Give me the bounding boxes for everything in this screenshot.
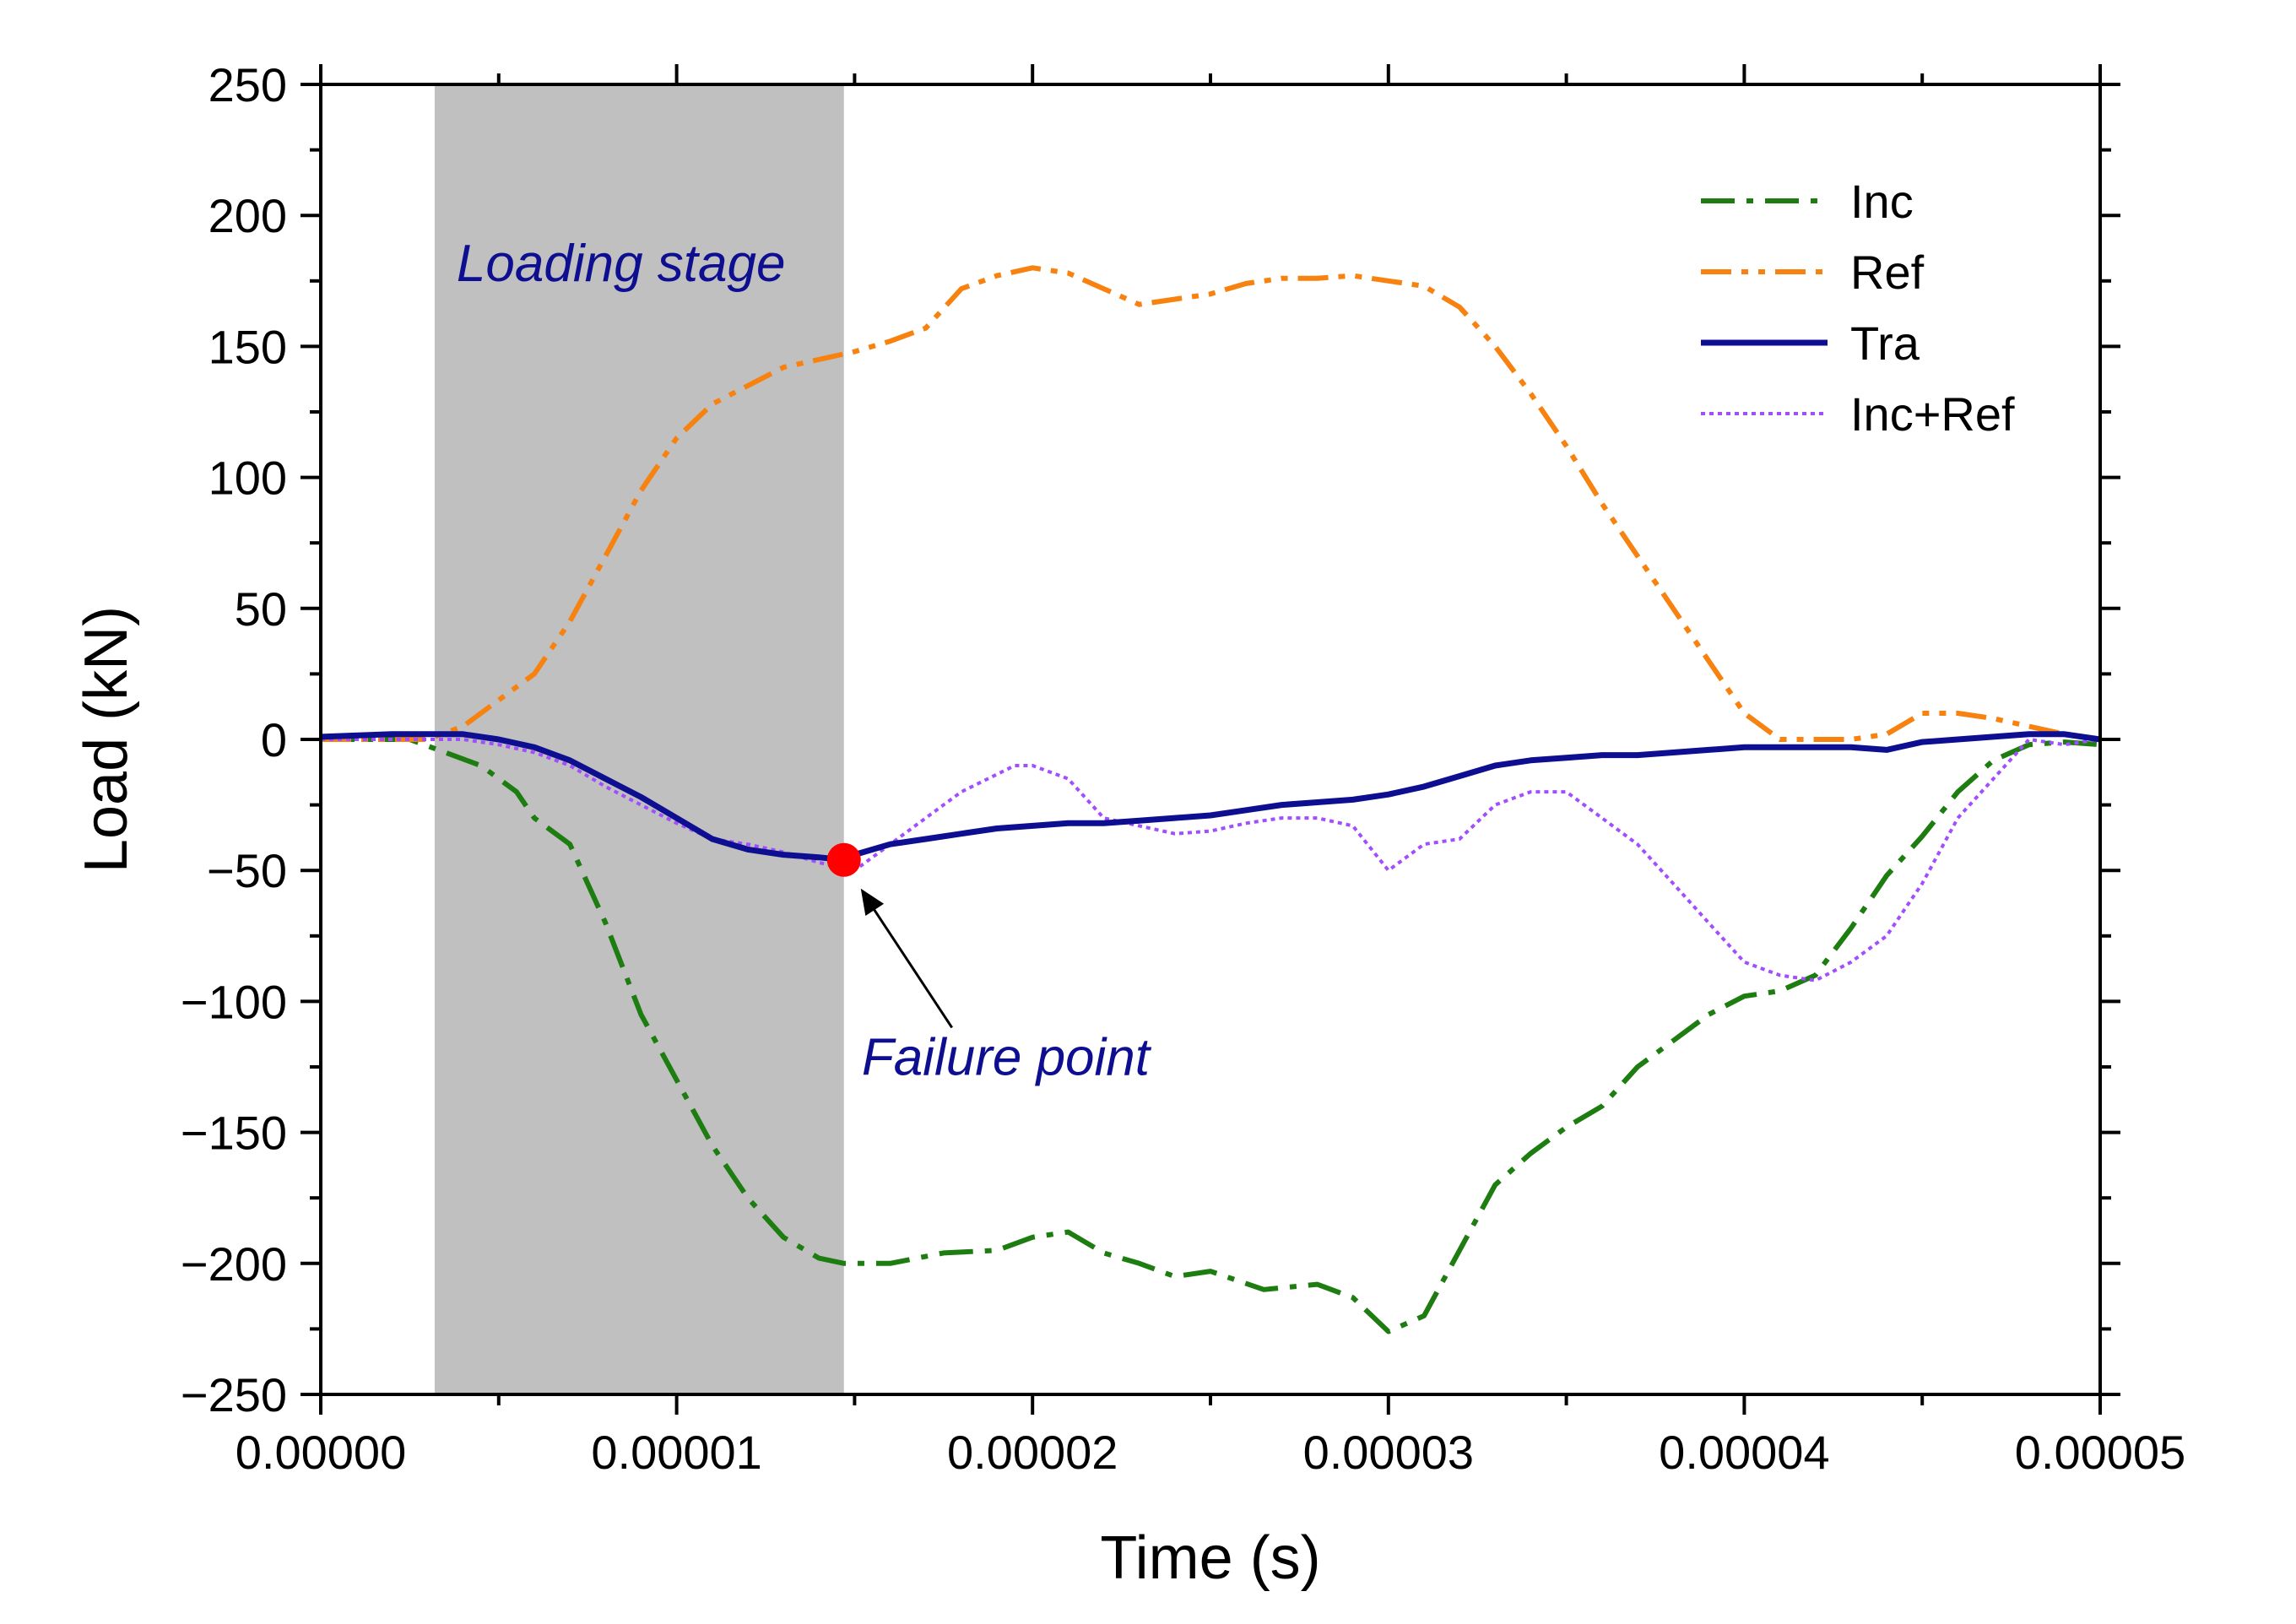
y-tick-label: 100 [208,452,287,505]
legend: Inc Ref Tra Inc+Ref [1701,175,2015,441]
y-tick-label: −50 [207,844,287,897]
legend-label: Ref [1850,246,1925,299]
x-axis-title: Time (s) [1100,1524,1320,1592]
x-tick-label: 0.00003 [1303,1426,1474,1479]
y-tick-label: −250 [181,1368,287,1421]
series-line-ref [321,265,2101,742]
x-tick-label: 0.00000 [236,1426,406,1479]
y-tick-label: 50 [235,582,287,636]
y-axis-title: Load (kN) [73,606,140,873]
legend-label: Inc [1850,175,1914,228]
axes-layer: 0.00000 0.00001 0.00002 0.00003 0.00004 0.000… [73,58,2185,1592]
x-tick-label: 0.00004 [1659,1426,1829,1479]
y-tick-label: 0 [261,713,287,766]
y-tick-label: −100 [181,975,287,1028]
legend-label: Inc+Ref [1850,387,2015,441]
failure-point-label: Failure point [862,1028,1152,1086]
series-line-inc-plus-ref [321,738,2101,983]
failure-arrow-shaft [868,901,954,1029]
y-tick-label: 200 [208,189,287,242]
legend-label: Tra [1850,317,1920,370]
x-tick-label: 0.00001 [591,1426,761,1479]
loading-stage-label: Loading stage [457,235,786,293]
annotation-layer: Loading stage Failure point [457,235,1152,1087]
y-tick-label: 250 [208,58,287,111]
y-tick-label: 150 [208,320,287,373]
series-layer [320,265,2101,1334]
x-tick-label: 0.00005 [2015,1426,2185,1479]
y-tick-label: −150 [181,1107,287,1160]
x-tick-label: 0.00002 [947,1426,1118,1479]
y-tick-label: −200 [181,1237,287,1291]
failure-point-marker [826,842,861,877]
series-line-inc [321,737,2101,1334]
series-line-tra [320,731,2101,863]
failure-arrow-head [860,888,885,916]
